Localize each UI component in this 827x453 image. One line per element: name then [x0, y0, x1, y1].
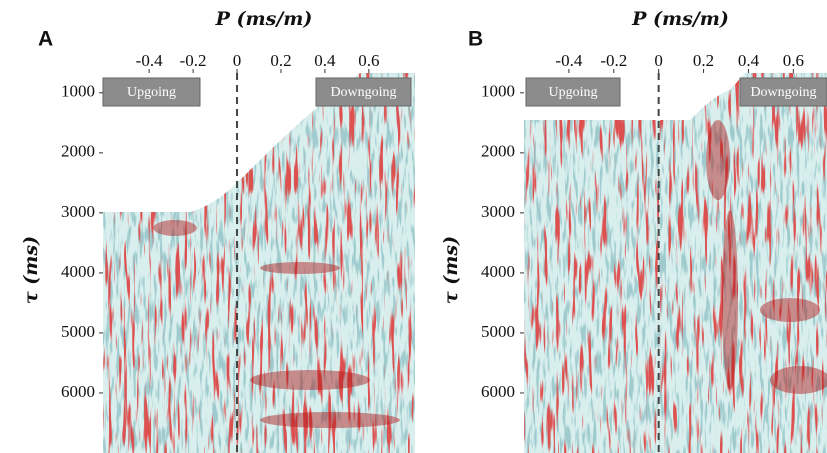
x-axis-label: P (ms/m) [631, 8, 729, 30]
energy [260, 412, 400, 428]
y-tick-label: 6000 [61, 382, 95, 401]
x-tick-label: -0.2 [600, 51, 627, 70]
annotation: Upgoing [549, 85, 598, 100]
x-tick-label: -0.4 [555, 51, 582, 70]
texture [524, 73, 827, 453]
y-tick-label: 3000 [481, 202, 515, 221]
x-tick-label: -0.2 [180, 51, 207, 70]
x-tick-label: 0 [233, 51, 242, 70]
energy [770, 366, 827, 394]
energy [722, 210, 738, 390]
seismic-image [524, 73, 827, 453]
x-tick-label: 0.4 [738, 51, 760, 70]
x-axis-label: P (ms/m) [215, 8, 313, 30]
annotation: Downgoing [330, 85, 396, 100]
y-tick-label: 4000 [61, 262, 95, 281]
seismic-image [103, 73, 415, 453]
energy [250, 370, 370, 390]
x-tick-label: 0.6 [783, 51, 804, 70]
x-tick-label: 0.6 [358, 51, 379, 70]
y-tick-label: 5000 [481, 322, 515, 341]
y-axis-label: τ (ms) [440, 236, 462, 304]
energy [153, 220, 197, 236]
y-tick-label: 5000 [61, 322, 95, 341]
panel: Upgoing Downgoing -0.4 -0.2 0 0.2 0.4 0.6 1000 20… [440, 8, 827, 453]
y-tick-label: 3000 [61, 202, 95, 221]
y-tick-label: 6000 [481, 382, 515, 401]
y-tick-label: 4000 [481, 262, 515, 281]
y-tick-label: 1000 [481, 82, 515, 101]
y-axis-label: τ (ms) [20, 236, 42, 304]
annotation: Upgoing [127, 85, 176, 100]
x-tick-label: -0.4 [136, 51, 163, 70]
annotation: Downgoing [750, 85, 816, 100]
annotation-box [102, 77, 201, 107]
panel: Upgoing Downgoing -0.4 -0.2 0 0.2 0.4 0.6 1000 20… [20, 8, 415, 453]
panel-label: B [468, 28, 483, 51]
y-tick-label: 2000 [61, 142, 95, 161]
x-tick-label: 0 [654, 51, 663, 70]
x-tick-label: 0.4 [314, 51, 336, 70]
x-tick-label: 0.2 [693, 51, 714, 70]
y-tick-label: 1000 [61, 82, 95, 101]
annotation-box [315, 77, 412, 107]
y-tick-label: 2000 [481, 142, 515, 161]
energy [260, 262, 340, 274]
energy [706, 120, 730, 200]
panel-label: A [38, 28, 53, 51]
x-tick-label: 0.2 [270, 51, 291, 70]
annotation-box [525, 77, 621, 107]
blank-region [103, 73, 360, 212]
energy [760, 298, 820, 322]
annotation-box [739, 77, 827, 107]
